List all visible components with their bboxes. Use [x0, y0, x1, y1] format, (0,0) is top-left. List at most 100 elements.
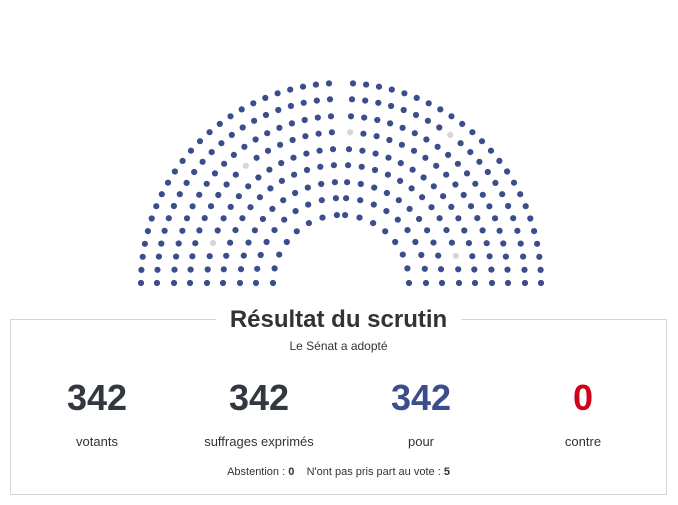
seat-pour: [422, 154, 429, 161]
seat-pour: [274, 90, 281, 97]
seat-pour: [409, 166, 416, 173]
non-participation-label: N'ont pas pris part au vote :: [306, 466, 441, 478]
seat-non-voting: [452, 252, 459, 259]
seat-pour: [278, 177, 285, 184]
seat-pour: [314, 114, 321, 121]
seat-pour: [278, 160, 285, 167]
seat-pour: [383, 208, 390, 215]
seat-pour: [175, 240, 182, 247]
seat-pour: [404, 227, 411, 234]
seat-pour: [264, 147, 272, 154]
seat-pour: [387, 120, 394, 127]
seat-pour: [227, 113, 234, 120]
seat-pour: [305, 220, 312, 227]
seat-pour: [280, 197, 287, 204]
seat-pour: [137, 279, 145, 287]
seat-pour: [502, 253, 509, 260]
seat-pour: [199, 158, 206, 165]
seat-pour: [471, 279, 479, 287]
seat-pour: [418, 251, 425, 259]
seat-pour: [434, 143, 441, 150]
seat-pour: [382, 228, 389, 235]
seat-pour: [383, 189, 390, 197]
seat-pour: [250, 100, 257, 107]
seat-pour: [522, 203, 529, 210]
seat-pour: [448, 203, 455, 210]
seat-pour: [375, 83, 383, 90]
seat-pour: [469, 253, 476, 260]
seat-pour: [223, 181, 230, 188]
seat-pour: [247, 204, 254, 211]
seat-pour: [443, 227, 450, 234]
seat-pour: [183, 179, 190, 186]
seat-pour: [255, 174, 262, 181]
seat-pour: [371, 184, 378, 191]
seat-pour: [216, 120, 223, 127]
seat-pour: [424, 117, 431, 124]
seat-pour: [196, 138, 204, 145]
seat-pour: [138, 266, 145, 273]
seat-pour: [395, 197, 402, 204]
seat-pour: [254, 265, 261, 272]
seat-pour: [410, 147, 418, 154]
seat-pour: [359, 147, 366, 154]
seat-pour: [232, 227, 239, 234]
seat-pour: [360, 130, 367, 137]
seat-pour: [219, 279, 227, 287]
seat-pour: [531, 228, 538, 235]
seat-pour: [496, 227, 503, 234]
seat-pour: [357, 197, 364, 204]
seat-pour: [214, 227, 221, 234]
seat-pour: [318, 197, 325, 204]
seat-pour: [228, 131, 235, 138]
seat-non-voting: [347, 129, 354, 136]
seat-pour: [220, 215, 227, 222]
abstention-label: Abstention :: [227, 466, 286, 478]
seat-pour: [196, 227, 203, 234]
seat-pour: [436, 124, 443, 131]
seat-pour: [227, 239, 234, 246]
seat-pour: [510, 179, 518, 186]
seat-pour: [203, 279, 211, 287]
seat-pour: [220, 266, 227, 273]
seat-pour: [251, 117, 258, 124]
seat-pour: [397, 177, 404, 184]
seat-pour: [240, 252, 247, 259]
seat-pour: [269, 279, 277, 287]
seat-pour: [330, 162, 337, 169]
seat-pour: [521, 279, 529, 287]
seat-pour: [144, 228, 151, 235]
seat-pour: [287, 102, 294, 110]
seat-pour: [375, 99, 382, 106]
seat-pour: [370, 220, 377, 227]
seat-pour: [235, 193, 242, 200]
seat-pour: [479, 191, 486, 198]
seat-pour: [411, 130, 418, 137]
seat-pour: [388, 102, 395, 110]
seat-pour: [384, 171, 391, 178]
seat-pour: [331, 179, 338, 186]
seat-pour: [179, 157, 186, 164]
seat-pour: [430, 183, 437, 190]
seat-pour: [488, 266, 495, 273]
seat-pour: [271, 265, 278, 272]
seat-pour: [325, 80, 333, 87]
seat-pour: [171, 266, 178, 273]
seat-pour: [252, 136, 259, 143]
seat-pour: [179, 227, 186, 234]
seat-pour: [443, 171, 450, 178]
seat-pour: [461, 227, 468, 234]
non-participation-value: 5: [443, 466, 450, 478]
seat-pour: [399, 124, 406, 131]
seat-pour: [201, 215, 208, 222]
seat-pour: [349, 80, 357, 87]
seat-pour: [187, 147, 195, 154]
seat-pour: [398, 141, 405, 148]
seat-pour: [491, 215, 499, 222]
seat-pour: [455, 215, 462, 222]
seat-pour: [239, 215, 246, 222]
seat-pour: [372, 150, 379, 157]
seat-pour: [203, 180, 210, 187]
seat-pour: [186, 279, 194, 287]
seat-pour: [423, 136, 430, 143]
